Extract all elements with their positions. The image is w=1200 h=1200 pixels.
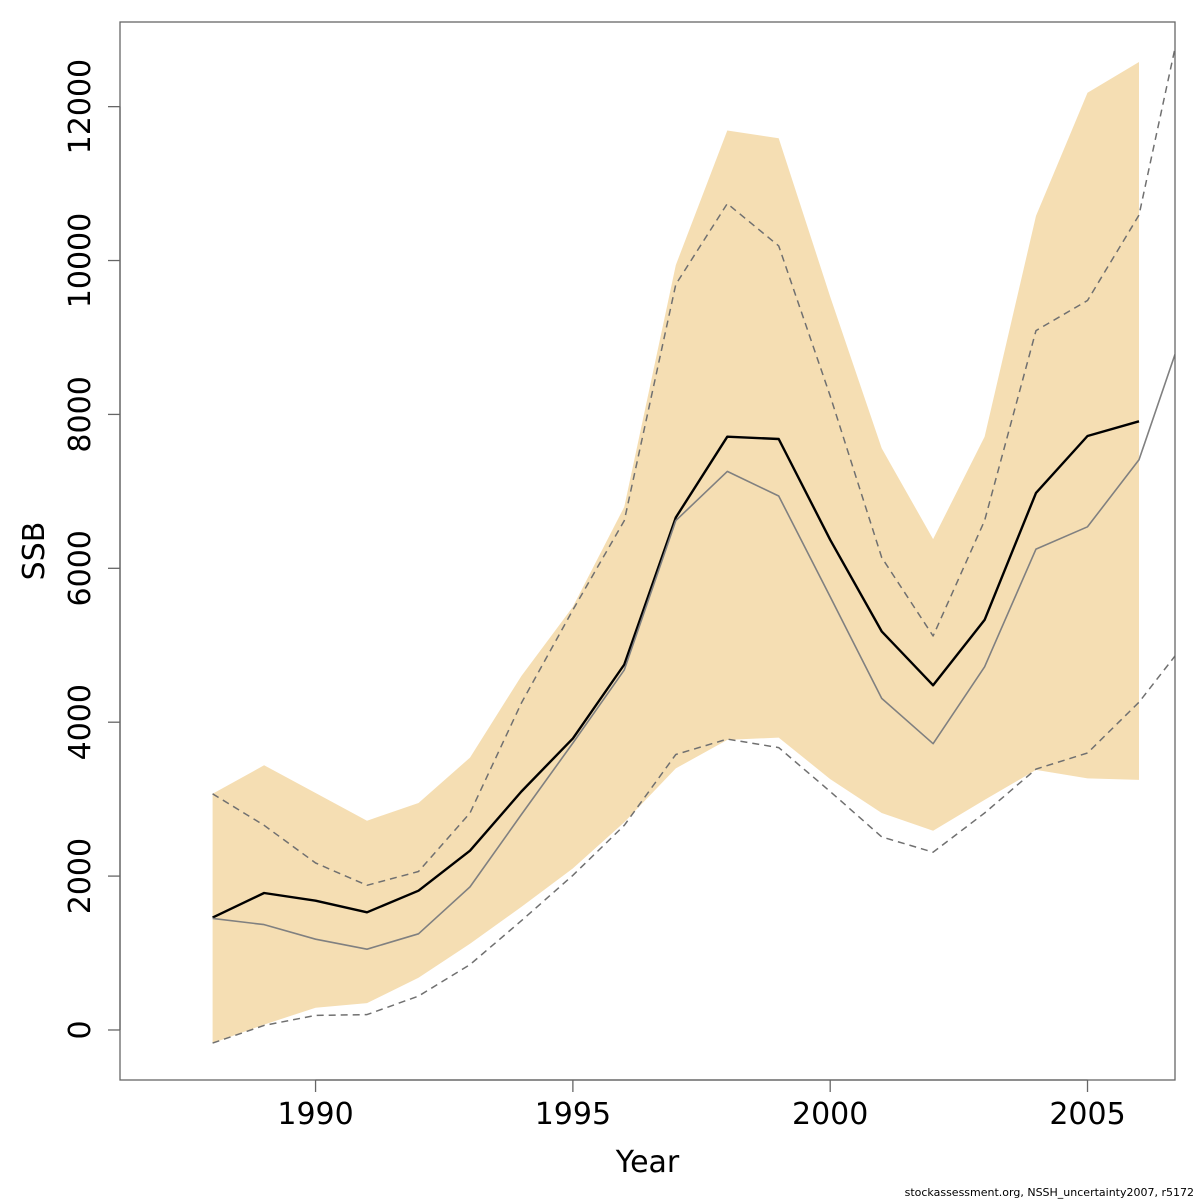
y-tick-label: 4000 <box>63 684 98 760</box>
y-tick-label: 0 <box>63 1020 98 1039</box>
x-tick-label: 2005 <box>1049 1097 1125 1132</box>
plot-area <box>212 48 1175 1044</box>
y-tick-label: 2000 <box>63 838 98 914</box>
x-tick-label: 1990 <box>277 1097 353 1132</box>
confidence-band <box>212 62 1140 1044</box>
x-axis-title: Year <box>615 1145 680 1180</box>
x-tick-label: 1995 <box>535 1097 611 1132</box>
ssb-secondary-line <box>212 354 1175 951</box>
footer-credit: stockassessment.org, NSSH_uncertainty200… <box>904 1186 1194 1199</box>
x-tick-label: 2000 <box>792 1097 868 1132</box>
y-axis-title: SSB <box>17 522 52 581</box>
y-tick-label: 10000 <box>63 213 98 308</box>
y-axis: 0 2000 4000 6000 8000 10000 12000 <box>63 59 121 1040</box>
ssb-main-line <box>212 420 1140 919</box>
y-tick-label: 6000 <box>63 530 98 606</box>
ssb-lower-dashed-line <box>212 655 1175 1044</box>
x-axis: 1990 1995 2000 2005 <box>277 1079 1126 1132</box>
y-tick-label: 12000 <box>63 59 98 154</box>
y-tick-label: 8000 <box>63 376 98 452</box>
ssb-upper-dashed-line <box>212 48 1175 887</box>
